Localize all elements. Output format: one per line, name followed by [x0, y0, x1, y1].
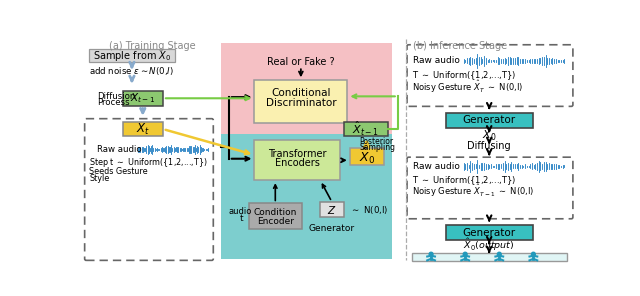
Text: $\hat{X}_{t-1}$: $\hat{X}_{t-1}$	[353, 120, 380, 138]
Text: $\sim$ N(0,I): $\sim$ N(0,I)	[349, 204, 388, 215]
Text: $\hat{X}_0$: $\hat{X}_0$	[482, 125, 497, 143]
Text: Style: Style	[90, 174, 109, 183]
Text: Diffusing: Diffusing	[467, 141, 511, 151]
Text: $X_{t-1}$: $X_{t-1}$	[130, 91, 156, 105]
Bar	[249, 203, 301, 229]
Bar	[349, 148, 384, 165]
Text: Encoder: Encoder	[257, 217, 294, 226]
Text: Raw audio: Raw audio	[413, 57, 460, 65]
Text: Generator: Generator	[309, 223, 355, 233]
Text: $\hat{X}_0$($output$): $\hat{X}_0$($output$)	[463, 237, 515, 253]
Text: (b) Inference Stage: (b) Inference Stage	[413, 41, 508, 51]
Text: Transformer: Transformer	[268, 149, 326, 159]
Text: Noisy Gesture $\hat{X}_T$ $\sim$ N(0,I): Noisy Gesture $\hat{X}_T$ $\sim$ N(0,I)	[412, 78, 523, 95]
Circle shape	[429, 252, 433, 256]
Bar	[90, 49, 175, 62]
Bar	[254, 140, 340, 180]
Text: $\hat{X}_0$: $\hat{X}_0$	[358, 146, 375, 166]
Bar	[123, 122, 163, 136]
Text: Diffusion: Diffusion	[97, 92, 136, 101]
Text: Discriminator: Discriminator	[266, 97, 336, 107]
Text: $X_t$: $X_t$	[136, 122, 150, 137]
Text: (a) Training Stage: (a) Training Stage	[109, 41, 196, 51]
Text: Raw audio: Raw audio	[97, 145, 141, 154]
Text: add noise $\varepsilon$$\sim$$N$(0,$I$): add noise $\varepsilon$$\sim$$N$(0,$I$)	[90, 65, 175, 77]
Bar	[221, 43, 392, 134]
Bar	[320, 202, 344, 217]
Bar	[412, 253, 566, 261]
Text: Posterior: Posterior	[359, 137, 393, 146]
Text: Process: Process	[97, 98, 130, 107]
Bar	[254, 80, 348, 123]
Text: t: t	[239, 214, 243, 223]
Bar	[123, 91, 163, 106]
Text: Real or Fake ?: Real or Fake ?	[267, 57, 335, 67]
Text: audio: audio	[228, 207, 252, 215]
Bar	[221, 134, 392, 259]
Circle shape	[497, 252, 501, 256]
Text: T $\sim$ Uniform({1,2,...,T}): T $\sim$ Uniform({1,2,...,T})	[412, 174, 516, 187]
Text: Encoders: Encoders	[275, 158, 319, 168]
Text: Condition: Condition	[253, 208, 297, 217]
Text: T $\sim$ Uniform({1,2,...,T}): T $\sim$ Uniform({1,2,...,T})	[412, 69, 516, 82]
Text: Raw audio: Raw audio	[413, 162, 460, 171]
Text: Generator: Generator	[463, 115, 516, 125]
Circle shape	[463, 252, 467, 256]
Bar	[446, 225, 532, 240]
Circle shape	[531, 252, 535, 256]
Text: Sample from $X_0$: Sample from $X_0$	[93, 49, 171, 62]
Bar	[344, 122, 388, 136]
Bar	[446, 112, 532, 128]
Text: Sampling: Sampling	[359, 143, 395, 152]
Text: Conditional: Conditional	[271, 88, 331, 98]
Text: Generator: Generator	[463, 228, 516, 238]
Text: Step t $\sim$ Uniform({1,2,...,T}): Step t $\sim$ Uniform({1,2,...,T})	[90, 156, 208, 169]
Text: $Z$: $Z$	[327, 204, 337, 215]
Text: Seeds Gesture: Seeds Gesture	[90, 167, 148, 176]
Text: Noisy Gesture $\hat{X}_{T-1}$ $\sim$ N(0,I): Noisy Gesture $\hat{X}_{T-1}$ $\sim$ N(0…	[412, 183, 534, 199]
